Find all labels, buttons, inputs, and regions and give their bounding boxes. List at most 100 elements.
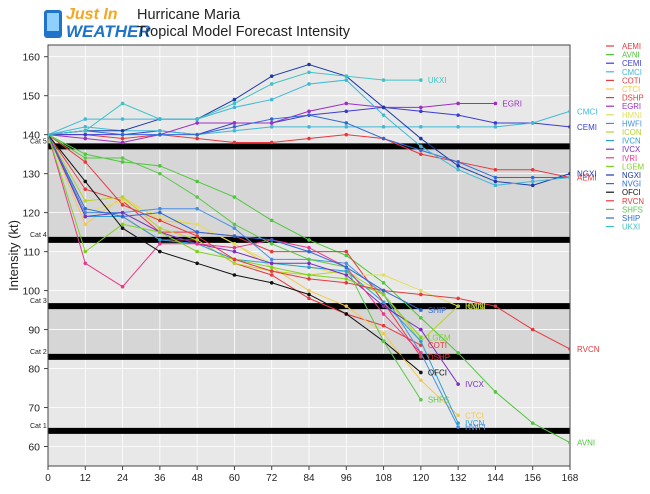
series-point	[120, 226, 125, 231]
y-tick-label: 100	[22, 286, 40, 298]
x-tick-label: 48	[192, 473, 204, 484]
series-point	[419, 125, 423, 129]
series-point	[381, 280, 386, 285]
series-point	[568, 347, 570, 351]
series-end-label: CTCI	[465, 411, 484, 420]
series-point	[456, 160, 460, 164]
series-point	[381, 323, 386, 328]
series-point	[307, 109, 311, 114]
series-end-label: CEMI	[577, 123, 597, 132]
series-point	[344, 109, 349, 114]
series-point	[269, 218, 274, 223]
series-point	[344, 280, 349, 285]
series-point	[158, 218, 162, 223]
series-end-label: RVCN	[577, 345, 600, 354]
series-point	[232, 249, 237, 254]
series-point	[456, 304, 460, 308]
series-point	[83, 136, 88, 141]
series-point	[195, 132, 199, 137]
series-line	[48, 134, 459, 307]
series-point	[195, 261, 199, 266]
chart-title: Hurricane Maria	[137, 7, 241, 23]
series-point	[232, 105, 237, 110]
series-point	[195, 179, 199, 184]
series-point	[344, 249, 349, 254]
series-group	[48, 62, 570, 445]
series-point	[232, 101, 237, 106]
series-point	[307, 82, 311, 86]
series-point	[419, 105, 423, 110]
series-point	[456, 351, 460, 355]
series-point	[419, 370, 423, 375]
series-point	[269, 82, 274, 86]
series-point	[381, 125, 386, 129]
y-tick-label: 120	[22, 208, 40, 220]
series-point	[83, 152, 88, 156]
series-end-label: UKXI	[428, 76, 447, 85]
x-tick-label: 120	[413, 473, 430, 484]
series-point	[307, 296, 311, 301]
just-in-weather-logo: Just In WEATHER	[40, 4, 151, 44]
series-point	[195, 230, 199, 234]
phone-icon	[44, 10, 62, 38]
series-line	[48, 134, 459, 385]
series-point	[195, 195, 199, 199]
x-tick-label: 60	[229, 473, 241, 484]
y-tick-label: 130	[22, 169, 40, 181]
series-point	[195, 206, 199, 211]
series-point	[568, 109, 570, 114]
legend-entry: NGXI	[622, 171, 641, 180]
series-point	[568, 175, 570, 180]
series-point	[344, 312, 349, 316]
legend-entry: OFCI	[622, 188, 641, 197]
series-point	[269, 242, 274, 246]
x-tick-label: 108	[375, 473, 392, 484]
y-tick-label: 90	[28, 325, 40, 337]
series-point	[83, 249, 88, 254]
series-end-label: DSHP	[428, 353, 450, 362]
y-tick-label: 150	[22, 91, 40, 103]
series-point	[344, 277, 349, 281]
series-point	[381, 273, 386, 277]
series-end-label: AEMI	[577, 174, 597, 183]
series-point	[456, 113, 460, 117]
series-point	[232, 257, 237, 262]
x-tick-label: 0	[45, 473, 51, 484]
series-point	[456, 421, 460, 425]
series-point	[269, 280, 274, 285]
series-point	[344, 269, 349, 273]
series-point	[419, 136, 423, 141]
chart-subtitle: Tropical Model Forecast Intensity	[137, 24, 351, 40]
series-point	[493, 390, 498, 394]
x-tick-label: 12	[80, 473, 92, 484]
series-end-label: EGRI	[502, 99, 522, 108]
series-point	[568, 171, 570, 176]
series-point	[456, 101, 460, 106]
series-point	[158, 242, 162, 246]
series-point	[232, 121, 237, 125]
series-point	[456, 125, 460, 129]
series-point	[120, 132, 125, 137]
series-point	[381, 300, 386, 305]
series-point	[158, 230, 162, 234]
series-point	[381, 292, 386, 297]
series-point	[158, 164, 162, 168]
series-point	[568, 440, 570, 445]
series-point	[120, 128, 125, 133]
legend-entry: AVNI	[622, 51, 640, 60]
series-point	[195, 234, 199, 238]
series-end-label: HWFI	[465, 423, 485, 432]
series-point	[419, 378, 423, 383]
legend-entry: EGRI	[622, 102, 641, 111]
legend-entry: AEMI	[622, 42, 641, 51]
series-point	[307, 288, 311, 293]
series-point	[344, 125, 349, 129]
series-point	[419, 144, 423, 149]
series-point	[307, 261, 311, 266]
series-point	[530, 183, 535, 188]
series-point	[195, 117, 199, 121]
series-point	[232, 140, 237, 145]
series-point	[568, 125, 570, 129]
series-point	[83, 179, 88, 184]
series-point	[158, 171, 162, 176]
